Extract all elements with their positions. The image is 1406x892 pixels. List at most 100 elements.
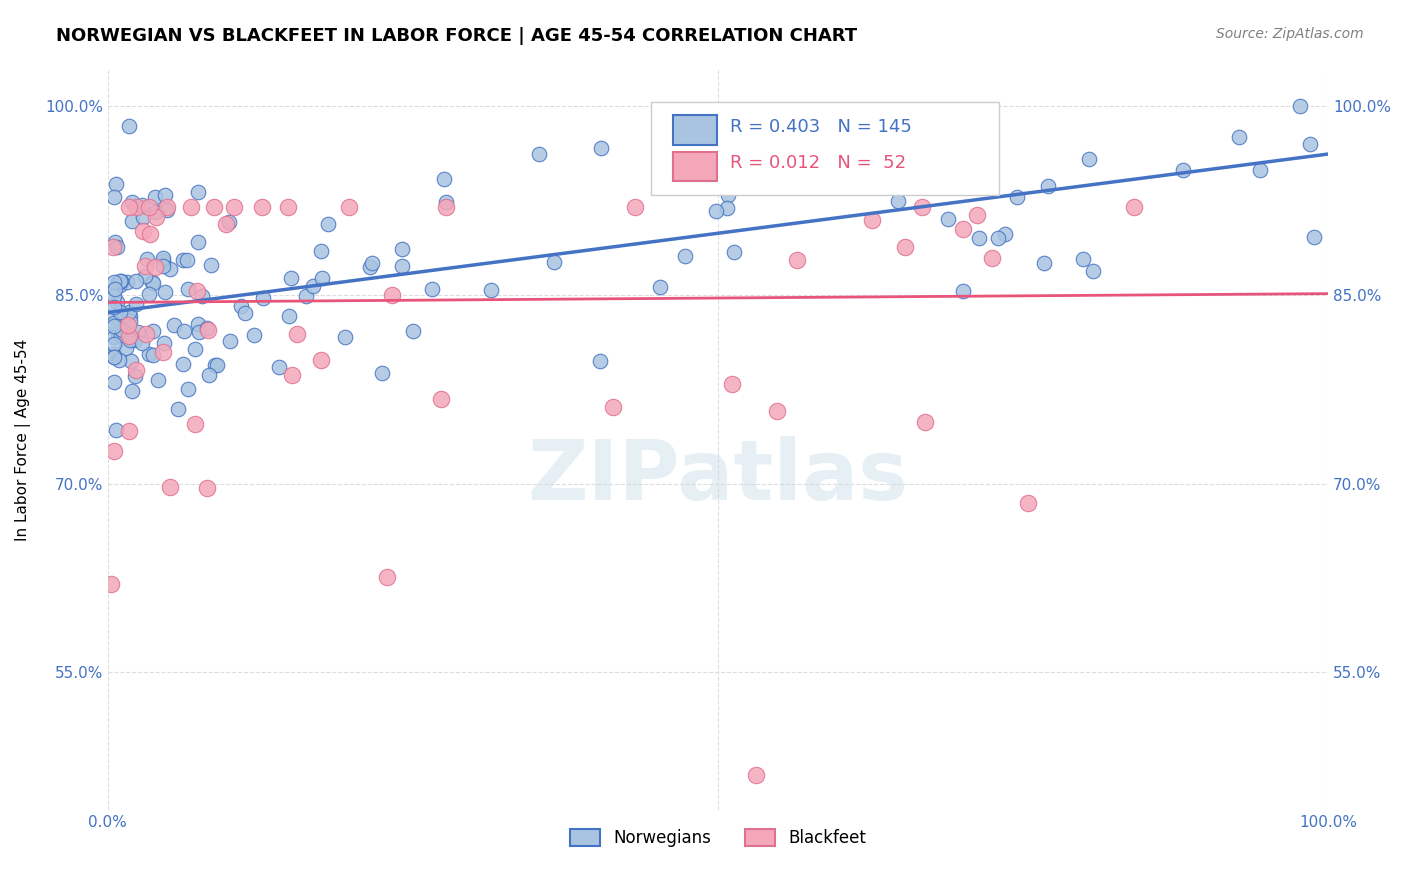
Point — [100, 577, 122, 591]
Point — [107, 327, 129, 342]
Point — [952, 284, 974, 298]
Point — [104, 423, 127, 437]
Point — [723, 245, 745, 260]
Point — [107, 275, 129, 289]
Point — [434, 194, 457, 209]
Point — [380, 287, 402, 301]
Point — [117, 318, 139, 333]
Legend: Norwegians, Blackfeet: Norwegians, Blackfeet — [564, 822, 873, 855]
Point — [103, 190, 125, 204]
Point — [135, 252, 157, 266]
Point — [195, 481, 218, 495]
Point — [200, 258, 222, 272]
Point — [110, 328, 132, 343]
Point — [218, 215, 240, 229]
Point — [204, 359, 226, 373]
Point — [1007, 190, 1029, 204]
Point — [1017, 496, 1039, 510]
Point — [131, 198, 153, 212]
Point — [117, 325, 139, 339]
Point — [281, 368, 304, 383]
Point — [375, 570, 398, 584]
Point — [127, 326, 149, 340]
Point — [914, 415, 936, 429]
Point — [295, 289, 318, 303]
Point — [987, 231, 1010, 245]
Point — [108, 278, 131, 293]
Point — [127, 200, 149, 214]
Point — [111, 323, 134, 337]
Point — [121, 195, 143, 210]
Point — [115, 275, 138, 289]
Point — [103, 350, 125, 364]
Point — [420, 282, 443, 296]
Point — [1038, 178, 1060, 193]
Point — [104, 235, 127, 249]
Point — [120, 354, 142, 368]
FancyBboxPatch shape — [673, 115, 717, 145]
Point — [401, 324, 423, 338]
Point — [110, 274, 132, 288]
Point — [250, 200, 273, 214]
Point — [124, 297, 146, 311]
Point — [1249, 162, 1271, 177]
Point — [229, 299, 252, 313]
Point — [143, 260, 166, 274]
Point — [159, 480, 181, 494]
Point — [131, 224, 153, 238]
Point — [152, 251, 174, 265]
Point — [673, 249, 696, 263]
Point — [371, 366, 394, 380]
Point — [1032, 255, 1054, 269]
Point — [132, 210, 155, 224]
Text: R = 0.403   N = 145: R = 0.403 N = 145 — [730, 118, 912, 136]
Point — [103, 316, 125, 330]
Point — [134, 259, 156, 273]
Point — [252, 291, 274, 305]
Point — [146, 373, 169, 387]
Point — [745, 768, 768, 782]
Point — [142, 276, 165, 290]
Point — [172, 357, 194, 371]
Point — [527, 147, 550, 161]
Point — [118, 424, 141, 438]
Point — [648, 280, 671, 294]
Point — [224, 200, 246, 214]
Point — [1303, 230, 1326, 244]
Point — [278, 310, 301, 324]
Point — [911, 200, 934, 214]
Point — [938, 211, 960, 226]
Text: R = 0.012   N =  52: R = 0.012 N = 52 — [730, 154, 907, 172]
Point — [152, 259, 174, 273]
Point — [311, 271, 333, 285]
Point — [309, 352, 332, 367]
Point — [103, 375, 125, 389]
Point — [172, 252, 194, 267]
Point — [134, 268, 156, 283]
Point — [672, 166, 695, 180]
Point — [673, 164, 696, 178]
Point — [197, 368, 219, 383]
Point — [318, 217, 340, 231]
Point — [118, 305, 141, 319]
Point — [1173, 163, 1195, 178]
Point — [591, 141, 613, 155]
Point — [118, 200, 141, 214]
Point — [302, 278, 325, 293]
Point — [359, 260, 381, 274]
Text: ZIPatlas: ZIPatlas — [527, 436, 908, 517]
Point — [623, 200, 645, 214]
Point — [118, 328, 141, 343]
Point — [765, 404, 787, 418]
Point — [716, 201, 738, 215]
Point — [186, 284, 208, 298]
Point — [110, 322, 132, 336]
Point — [103, 300, 125, 314]
Point — [966, 208, 988, 222]
Point — [153, 187, 176, 202]
Point — [267, 359, 290, 374]
Point — [233, 305, 256, 319]
Point — [391, 260, 413, 274]
Point — [153, 336, 176, 351]
Point — [124, 368, 146, 383]
